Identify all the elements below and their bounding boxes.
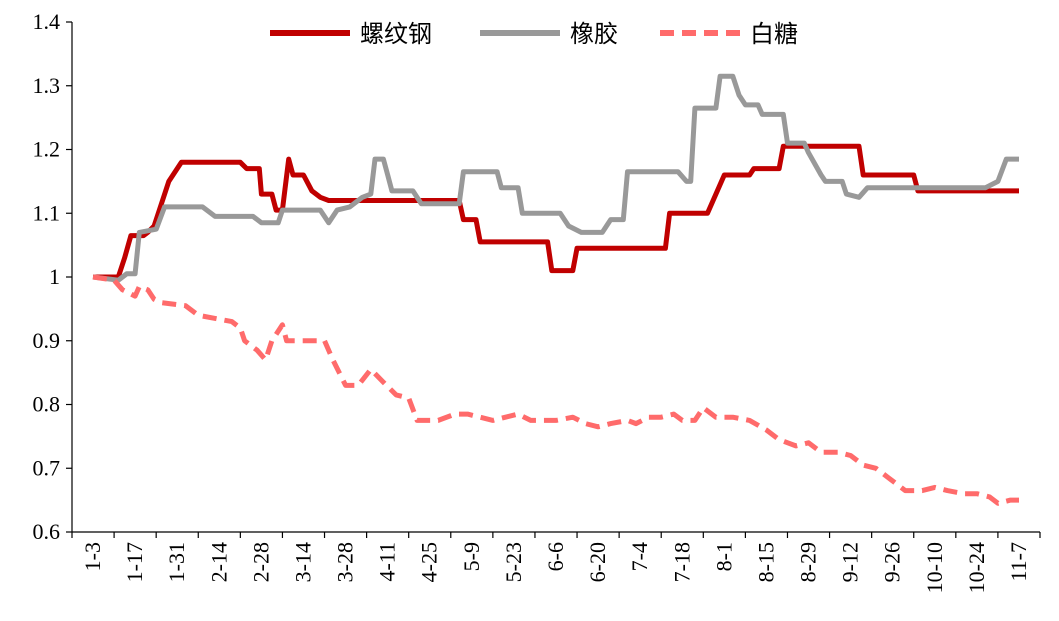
x-tick-label: 1-17	[122, 542, 147, 582]
y-tick-label: 1.4	[33, 9, 61, 34]
legend-label-2: 白糖	[750, 20, 798, 48]
x-tick-label: 4-11	[375, 542, 400, 582]
x-tick-label: 8-1	[711, 542, 736, 571]
x-tick-label: 6-20	[585, 542, 610, 582]
x-tick-label: 1-3	[80, 542, 105, 571]
x-tick-label: 7-18	[669, 542, 694, 582]
y-tick-label: 0.9	[33, 328, 61, 353]
series-line-0	[93, 143, 1019, 280]
x-tick-label: 3-14	[290, 542, 315, 582]
axes: 1.4 1.3 1.2 1.1 1 0.9 0.8 0.7 0.6 1-3 1-17 1-31 2-14…	[33, 9, 1041, 593]
x-tick-label: 5-23	[501, 542, 526, 582]
x-tick-label: 9-26	[880, 542, 905, 582]
x-tick-label: 11-7	[1006, 542, 1031, 582]
y-tick-label: 1.3	[33, 73, 61, 98]
x-tick-label: 2-28	[248, 542, 273, 582]
legend: 螺纹钢 橡胶 白糖	[270, 20, 798, 48]
series-line-1	[92, 73, 1019, 283]
x-tick-label: 8-29	[796, 542, 821, 582]
series-line-2	[92, 274, 1019, 506]
x-tick-label: 10-24	[964, 542, 989, 593]
plot-lines	[92, 73, 1019, 506]
y-tick-label: 1.1	[33, 200, 61, 225]
x-tick-label: 10-10	[922, 542, 947, 593]
x-tick-label: 3-28	[333, 542, 358, 582]
x-tick-label: 5-9	[459, 542, 484, 571]
x-tick-label: 8-15	[753, 542, 778, 582]
y-tick-label: 0.8	[33, 392, 61, 417]
y-tick-label: 0.7	[33, 455, 61, 480]
x-tick-label: 1-31	[164, 542, 189, 582]
y-tick-label: 1	[49, 264, 60, 289]
x-tick-label: 2-14	[206, 542, 231, 582]
x-tick-label: 9-12	[838, 542, 863, 582]
legend-label-1: 橡胶	[570, 20, 618, 48]
y-tick-label: 0.6	[33, 519, 61, 544]
x-tick-label: 4-25	[417, 542, 442, 582]
x-tick-label: 7-4	[627, 542, 652, 571]
legend-label-0: 螺纹钢	[360, 20, 432, 48]
x-tick-label: 6-6	[543, 542, 568, 571]
y-tick-label: 1.2	[33, 137, 61, 162]
